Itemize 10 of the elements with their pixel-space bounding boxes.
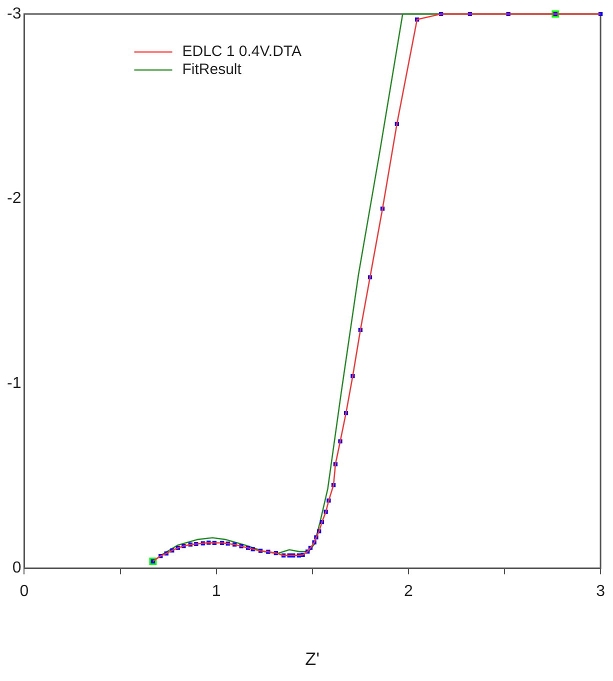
x-tick-label: 3: [596, 583, 606, 600]
y-tick-label: 0: [12, 560, 22, 577]
y-tick-label: -2: [6, 190, 22, 208]
x-axis-title: Z': [305, 649, 320, 670]
y-tick-label: -3: [6, 5, 22, 22]
x-tick-label: 1: [212, 583, 221, 600]
x-tick-label: 2: [404, 583, 413, 600]
legend-label: FitResult: [182, 61, 242, 78]
legend-label: EDLC 1 0.4V.DTA: [182, 43, 302, 60]
y-tick-label: -1: [6, 374, 22, 392]
